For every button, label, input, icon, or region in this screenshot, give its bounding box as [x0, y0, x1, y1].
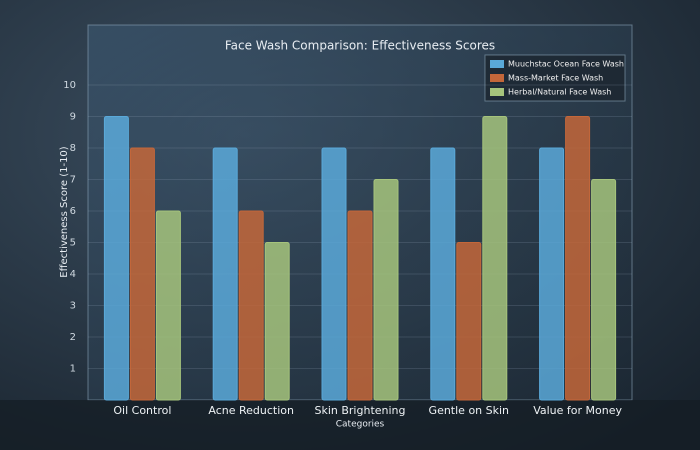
y-tick-label: 10	[63, 80, 76, 91]
chart-title: Face Wash Comparison: Effectiveness Scor…	[225, 39, 495, 53]
y-tick-label: 4	[70, 269, 76, 280]
y-tick-label: 1	[70, 364, 76, 375]
bar	[539, 147, 565, 401]
y-tick-label: 8	[70, 143, 76, 154]
bar	[321, 147, 347, 401]
legend-swatch	[490, 60, 504, 68]
bar	[456, 242, 482, 401]
y-tick-label: 5	[70, 238, 76, 249]
bar	[591, 179, 617, 401]
legend-swatch	[490, 88, 504, 96]
y-axis-label: Effectiveness Score (1-10)	[59, 146, 70, 278]
x-tick-label: Value for Money	[533, 404, 622, 417]
legend-label: Muuchstac Ocean Face Wash	[508, 60, 624, 69]
bar	[129, 147, 155, 401]
x-tick-label: Skin Brightening	[314, 404, 405, 417]
x-axis-label: Categories	[336, 420, 385, 430]
y-tick-label: 7	[70, 175, 76, 186]
legend-label: Herbal/Natural Face Wash	[508, 88, 611, 97]
bar	[373, 179, 399, 401]
bar	[155, 210, 181, 401]
bar	[212, 147, 238, 401]
x-tick-label: Acne Reduction	[208, 404, 294, 417]
x-tick-label: Gentle on Skin	[429, 404, 510, 417]
x-tick-label: Oil Control	[113, 404, 171, 417]
legend-box	[484, 54, 626, 102]
bar	[264, 242, 290, 401]
bar	[482, 116, 508, 401]
y-tick-label: 6	[70, 206, 76, 217]
legend-swatch	[490, 74, 504, 82]
y-tick-label: 2	[70, 332, 76, 343]
floor	[0, 400, 700, 450]
bar	[103, 116, 129, 401]
bar	[430, 147, 456, 401]
bar	[238, 210, 264, 401]
legend-label: Mass-Market Face Wash	[508, 74, 603, 83]
bar	[347, 210, 373, 401]
y-tick-label: 3	[70, 301, 76, 312]
bar	[565, 116, 591, 401]
y-tick-label: 9	[70, 112, 76, 123]
